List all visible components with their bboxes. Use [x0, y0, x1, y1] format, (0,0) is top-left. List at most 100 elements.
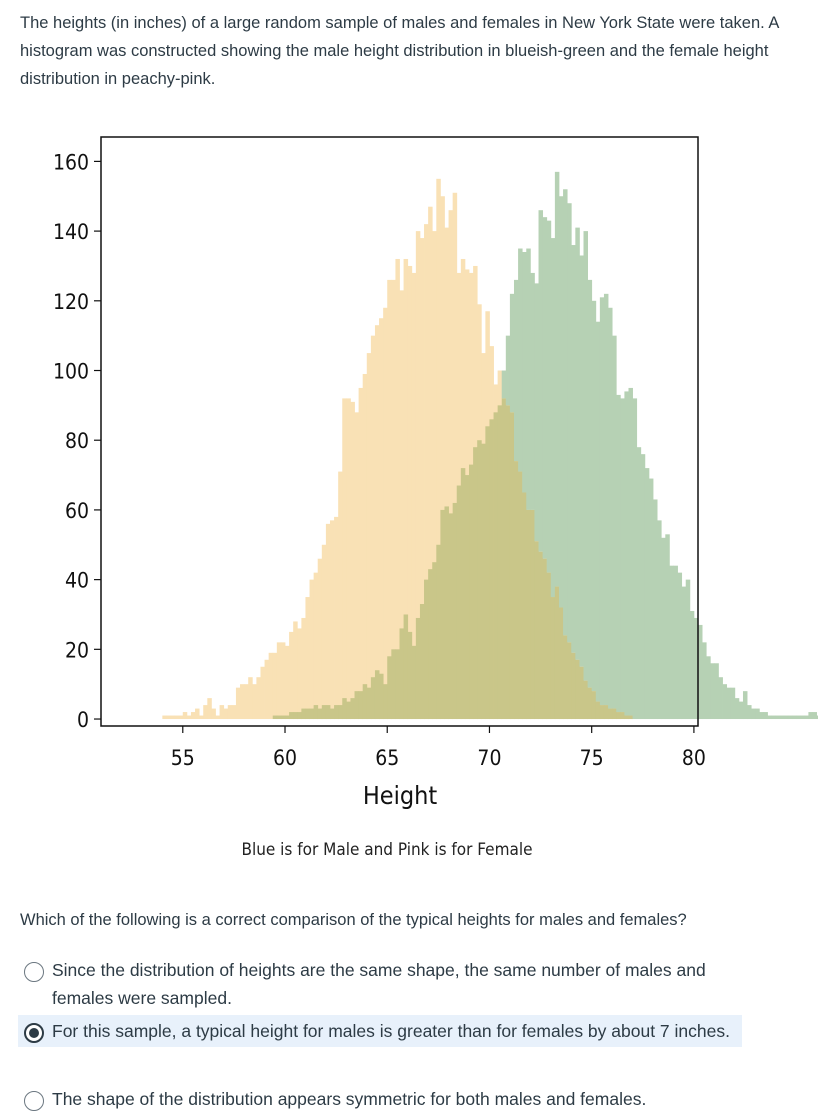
female-bar — [268, 652, 274, 720]
overlap-bar — [460, 468, 466, 720]
overlap-bar — [485, 426, 490, 720]
female-bar — [195, 708, 200, 720]
female-bar — [227, 705, 233, 720]
male-bar — [550, 238, 556, 598]
overlap-bar — [526, 509, 531, 720]
overlap-bar — [276, 715, 282, 720]
female-bar — [289, 631, 294, 720]
female-bar — [448, 210, 454, 720]
male-bar — [689, 610, 695, 720]
overlap-bar — [374, 670, 380, 720]
overlap-bar — [469, 464, 474, 720]
male-bar — [599, 297, 605, 706]
female-bar — [231, 705, 237, 720]
overlap-bar — [350, 698, 355, 720]
overlap-bar — [522, 492, 527, 720]
x-tick-label: 60 — [273, 746, 297, 770]
answer-option-symmetric[interactable]: The shape of the distribution appears sy… — [18, 1083, 742, 1115]
male-bar — [636, 447, 642, 720]
male-bar — [730, 687, 736, 720]
male-bar — [538, 210, 544, 552]
male-bar — [767, 715, 773, 720]
female-bar — [293, 621, 298, 720]
x-axis-title: Height — [363, 781, 438, 810]
male-bar — [620, 398, 625, 713]
male-bar — [742, 691, 748, 720]
x-tick-label: 65 — [375, 746, 399, 770]
female-bar — [370, 335, 376, 720]
female-bar — [440, 196, 445, 720]
radio-button[interactable] — [24, 962, 44, 982]
male-bar — [522, 252, 527, 493]
radio-button-selected[interactable] — [24, 1023, 44, 1043]
x-tick-label: 75 — [580, 746, 604, 770]
male-bar — [624, 391, 629, 716]
male-bar — [509, 293, 515, 413]
question-text: Which of the following is a correct comp… — [20, 911, 687, 929]
male-bar — [800, 715, 805, 720]
female-bar — [403, 258, 409, 720]
y-tick-label: 160 — [53, 150, 89, 174]
answer-option-males-taller[interactable]: For this sample, a typical height for ma… — [18, 1015, 742, 1047]
overlap-bar — [616, 712, 621, 720]
overlap-bar — [362, 684, 368, 720]
female-bar — [211, 708, 216, 720]
overlap-bar — [338, 705, 343, 720]
x-tick-label: 55 — [171, 746, 195, 770]
chart-caption: Blue is for Male and Pink is for Female — [241, 840, 532, 860]
height-histogram: 55 60 65 70 75 80 0 20 40 60 80 100 120 140 160 Heigh… — [0, 110, 818, 880]
option-label: The shape of the distribution appears sy… — [52, 1089, 647, 1109]
male-bar — [808, 712, 813, 720]
overlap-bar — [297, 712, 302, 720]
male-bar — [640, 454, 646, 720]
overlap-bar — [383, 684, 388, 720]
male-bar — [677, 572, 683, 720]
overlap-bar — [530, 509, 535, 720]
female-bar — [436, 178, 441, 720]
overlap-bar — [464, 475, 470, 720]
female-bar — [244, 684, 249, 720]
female-bar — [387, 279, 392, 720]
male-bar — [546, 220, 552, 573]
male-bar — [534, 283, 539, 542]
overlap-bar — [509, 412, 515, 720]
overlap-bar — [293, 712, 298, 720]
female-bar — [174, 715, 180, 720]
overlap-bar — [579, 666, 584, 720]
female-bar — [379, 318, 384, 720]
male-bar — [665, 534, 670, 720]
overlap-bar — [301, 708, 306, 720]
female-bar — [297, 628, 302, 720]
overlap-bar — [477, 440, 482, 720]
female-bar — [219, 705, 225, 720]
overlap-bar — [395, 649, 400, 720]
overlap-bar — [513, 461, 519, 720]
male-bar — [747, 705, 752, 720]
male-bar — [563, 189, 568, 636]
radio-button[interactable] — [24, 1091, 44, 1111]
overlap-bar — [456, 485, 462, 720]
male-bar — [779, 715, 785, 720]
male-bar — [554, 171, 560, 587]
overlap-bar — [591, 691, 597, 720]
male-bar — [526, 248, 531, 510]
overlap-bar — [354, 691, 360, 720]
female-bar — [203, 705, 208, 720]
overlap-bar — [399, 628, 404, 720]
option-label: Since the distribution of heights are th… — [52, 960, 706, 1008]
y-tick-label: 80 — [65, 429, 89, 453]
female-bar — [325, 523, 331, 720]
overlap-bar — [501, 398, 507, 720]
female-bar — [354, 412, 360, 720]
overlap-bar — [346, 701, 351, 720]
male-bar — [734, 698, 740, 720]
female-bar — [313, 572, 319, 720]
female-bar — [309, 579, 315, 720]
male-bar — [612, 335, 617, 709]
female-bar — [248, 677, 253, 720]
overlap-bar — [554, 586, 560, 720]
answer-option-equal-samples[interactable]: Since the distribution of heights are th… — [18, 954, 742, 1014]
female-bar — [411, 272, 417, 720]
male-bar — [702, 642, 707, 720]
overlap-bar — [342, 698, 347, 720]
